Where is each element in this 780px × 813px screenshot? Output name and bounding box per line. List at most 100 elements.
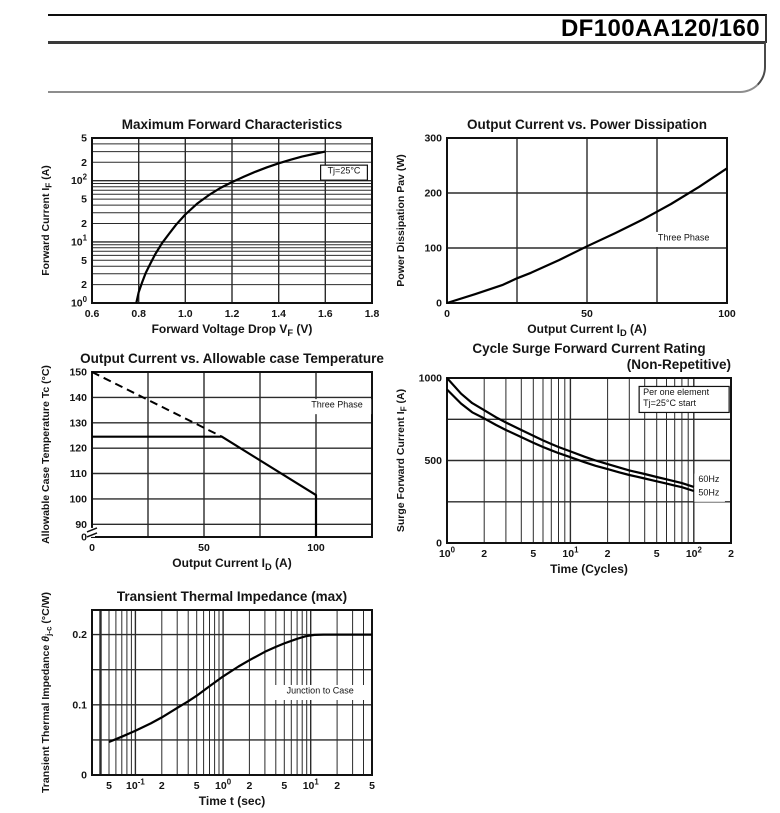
series-theta-jc — [108, 633, 372, 744]
x-tick-label: 2 — [481, 548, 487, 560]
y-tick-label: 0 — [436, 538, 442, 550]
x-tick-label: 102 — [686, 545, 703, 560]
header-title-rule: DF100AA120/160 — [48, 14, 767, 43]
y-tick-label: 500 — [424, 455, 442, 467]
chart-cycle-surge-forward-current-rating: 100 2 5 101 2 5 102 2 0 500 1000 Cycle Surge Forwar… — [393, 338, 745, 580]
x-tick-label: 5 — [194, 780, 200, 792]
x-tick-label: 1.2 — [225, 308, 240, 320]
chart-title: Cycle Surge Forward Current Rating — [472, 341, 705, 356]
series-tc-derating-solid — [92, 435, 318, 537]
y-tick-label: 101 — [71, 234, 88, 249]
chart-output-current-vs-allowable-case-temperature: 0 50 100 0 90 100 110 120 130 140 150 Output Curren… — [38, 348, 386, 574]
series-tc-derating-dashed — [91, 371, 223, 438]
y-tick-label: 100 — [424, 243, 442, 255]
x-tick-label: 101 — [303, 777, 320, 792]
y-tick-label: 5 — [81, 194, 87, 206]
x-tick-label: 2 — [247, 780, 253, 792]
x-tick-label: 1.4 — [271, 308, 286, 320]
x-tick-label: 0 — [444, 308, 450, 320]
x-tick-label: 100 — [215, 777, 232, 792]
annotation: Tj=25°C — [328, 166, 361, 176]
x-axis-label: Output Current ID (A) — [527, 322, 646, 338]
y-tick-label: 0 — [81, 770, 87, 782]
chart-canvas-surge-current: 100 2 5 101 2 5 102 2 0 500 1000 Cycle Surge Forwar… — [395, 341, 734, 576]
x-tick-label: 100 — [439, 545, 456, 560]
x-tick-label: 2 — [728, 548, 734, 560]
x-tick-label: 0.8 — [131, 308, 146, 320]
x-tick-label: 50 — [198, 542, 210, 554]
annotation: Three Phase — [658, 232, 710, 242]
chart-canvas-thermal-impedance: 5 10-1 2 5 100 2 5 101 2 5 0 0.1 0.2 Transient Therma… — [40, 589, 375, 808]
chart-canvas-power-dissipation: 0 50 100 0 100 200 300 Output Current vs. Power… — [395, 117, 736, 338]
chart-title: Output Current vs. Power Dissipation — [467, 117, 707, 132]
annotation: 50Hz — [698, 487, 720, 497]
chart-output-current-vs-power-dissipation: 0 50 100 0 100 200 300 Output Current vs. Power… — [393, 114, 741, 340]
y-tick-label: 120 — [69, 443, 87, 455]
series-surge-60hz — [446, 377, 695, 488]
y-axis-label: Forward Current IF (A) — [40, 165, 54, 276]
y-tick-label: 90 — [75, 519, 87, 531]
chart-canvas-forward-characteristics: 0.6 0.8 1.0 1.2 1.4 1.6 1.8 5 2 102 5 2 101 5 2 100 Maxi… — [40, 117, 380, 338]
x-tick-label: 100 — [307, 542, 325, 554]
part-number: DF100AA120/160 — [560, 15, 760, 42]
y-tick-label: 2 — [81, 157, 87, 169]
y-axis-label: Surge Forward Current IF (A) — [395, 389, 409, 532]
y-tick-label: 200 — [424, 188, 442, 200]
x-tick-label: 10-1 — [126, 777, 145, 792]
y-tick-label: 130 — [69, 417, 87, 429]
y-axis-label: Allowable Case Temperature Tc (°C) — [40, 365, 52, 544]
series-vf-if-tj25 — [135, 150, 326, 304]
y-tick-label: 0.1 — [72, 699, 87, 711]
chart-title: Transient Thermal Impedance (max) — [117, 589, 347, 604]
x-axis-label: Forward Voltage Drop VF (V) — [152, 322, 313, 338]
x-axis-label: Output Current ID (A) — [172, 556, 291, 572]
y-tick-label: 0.2 — [72, 629, 87, 641]
x-tick-label: 5 — [369, 780, 375, 792]
y-tick-label: 102 — [71, 173, 88, 188]
y-tick-label: 2 — [81, 279, 87, 291]
x-tick-label: 2 — [605, 548, 611, 560]
annotation: Three Phase — [311, 400, 363, 410]
x-axis-label: Time t (sec) — [199, 794, 265, 808]
x-tick-label: 1.8 — [365, 308, 380, 320]
y-tick-label: 110 — [70, 468, 87, 480]
x-tick-label: 101 — [562, 545, 579, 560]
y-tick-label: 2 — [81, 218, 87, 230]
x-tick-label: 100 — [718, 308, 736, 320]
x-tick-label: 5 — [106, 780, 112, 792]
x-tick-label: 2 — [159, 780, 165, 792]
chart-title: Output Current vs. Allowable case Temper… — [80, 351, 384, 366]
annotation: Tj=25°C start — [643, 398, 696, 408]
annotation: 60Hz — [698, 474, 720, 484]
x-tick-label: 5 — [530, 548, 536, 560]
annotation: Junction to Case — [287, 686, 354, 696]
annotation: Per one element — [643, 387, 710, 397]
x-tick-label: 5 — [654, 548, 660, 560]
y-tick-label: 0 — [436, 298, 442, 310]
series-surge-50hz — [446, 388, 695, 493]
y-tick-label: 140 — [69, 392, 87, 404]
header-band — [48, 41, 766, 93]
chart-title: Maximum Forward Characteristics — [122, 117, 343, 132]
y-tick-label: 150 — [69, 367, 87, 379]
y-tick-label: 100 — [71, 295, 88, 310]
x-tick-label: 1.6 — [318, 308, 333, 320]
x-tick-label: 1.0 — [178, 308, 193, 320]
series-three-phase-pav — [446, 167, 728, 305]
x-tick-label: 0.6 — [85, 308, 100, 320]
x-tick-label: 50 — [581, 308, 593, 320]
y-tick-label: 1000 — [419, 373, 443, 385]
y-axis-label: Transient Thermal Impedance θj-c (°C/W) — [40, 592, 54, 793]
chart-transient-thermal-impedance: 5 10-1 2 5 100 2 5 101 2 5 0 0.1 0.2 Transient Therma… — [38, 586, 386, 812]
chart-subtitle: (Non-Repetitive) — [627, 357, 731, 372]
y-tick-label: 100 — [69, 493, 87, 505]
y-tick-label: 0 — [81, 532, 87, 544]
y-tick-label: 300 — [424, 133, 442, 145]
x-axis-label: Time (Cycles) — [550, 562, 628, 576]
x-tick-label: 2 — [334, 780, 340, 792]
x-tick-label: 5 — [281, 780, 287, 792]
y-axis-label: Power Dissipation Pav (W) — [395, 154, 407, 286]
y-tick-label: 5 — [81, 255, 87, 267]
